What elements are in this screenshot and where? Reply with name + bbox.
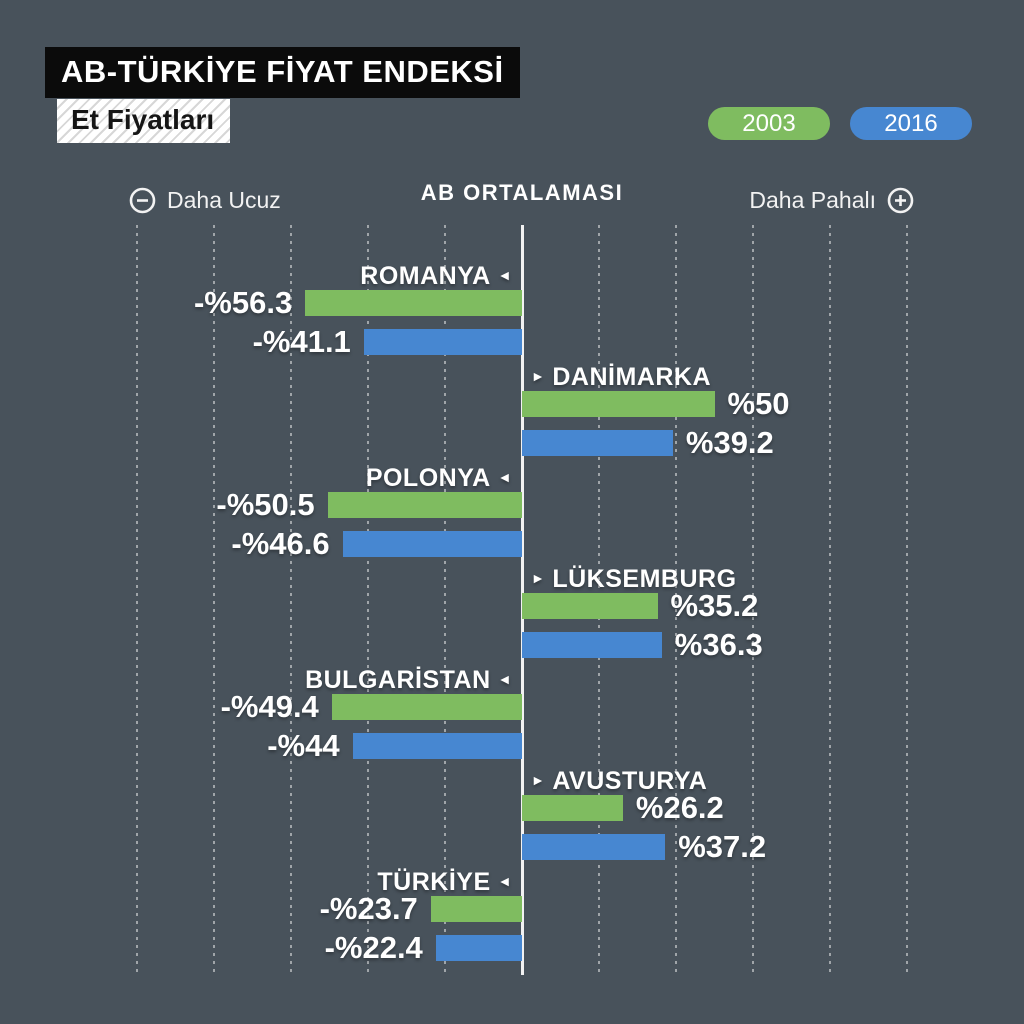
bar-row-2003: %26.2 bbox=[522, 790, 724, 825]
chart-area: ROMANYA ◄ -%56.3 -%41.1 ► DANİMARKA %50 %39.2 PO… bbox=[0, 225, 1024, 975]
value-label-2016: -%44 bbox=[267, 728, 340, 763]
gridline bbox=[290, 225, 292, 975]
value-label-2003: -%56.3 bbox=[193, 285, 293, 320]
value-label-2003: %50 bbox=[727, 386, 790, 421]
bar-2016 bbox=[522, 632, 662, 658]
gridline bbox=[136, 225, 138, 975]
country-label: ROMANYA ◄ bbox=[360, 263, 512, 290]
bar-2003 bbox=[522, 391, 715, 417]
country-name: POLONYA bbox=[365, 464, 491, 492]
gridline bbox=[906, 225, 908, 975]
bar-row-2003: -%49.4 bbox=[220, 689, 522, 724]
country-block-3: POLONYA ◄ -%50.5 -%46.6 bbox=[0, 465, 1024, 560]
country-name: BULGARİSTAN bbox=[305, 666, 491, 694]
country-block-1: ROMANYA ◄ -%56.3 -%41.1 bbox=[0, 263, 1024, 358]
bar-row-2016: -%22.4 bbox=[324, 930, 522, 965]
country-block-5: BULGARİSTAN ◄ -%49.4 -%44 bbox=[0, 667, 1024, 762]
value-label-2016: %39.2 bbox=[685, 425, 774, 460]
pointer-left-icon: ◄ bbox=[497, 469, 512, 485]
bar-row-2016: %37.2 bbox=[522, 829, 767, 864]
bar-2003 bbox=[430, 896, 522, 922]
bar-row-2016: -%41.1 bbox=[252, 324, 522, 359]
pointer-right-icon: ► bbox=[531, 368, 546, 384]
gridline bbox=[675, 225, 677, 975]
pointer-left-icon: ◄ bbox=[497, 671, 512, 687]
country-name: LÜKSEMBURG bbox=[552, 565, 737, 593]
bar-2016 bbox=[435, 935, 522, 961]
country-label: ► LÜKSEMBURG bbox=[531, 566, 737, 593]
page-subtitle: Et Fiyatları bbox=[57, 99, 231, 143]
bar-row-2003: %50 bbox=[522, 386, 790, 421]
gridline bbox=[367, 225, 369, 975]
legend-pill-2003: 2003 bbox=[708, 107, 830, 140]
bar-row-2003: %35.2 bbox=[522, 588, 759, 623]
value-label-2003: %35.2 bbox=[670, 588, 759, 623]
bar-2003 bbox=[305, 290, 522, 316]
gridline bbox=[444, 225, 446, 975]
bar-row-2016: -%44 bbox=[267, 728, 522, 763]
gridline bbox=[829, 225, 831, 975]
axis-label-eu-average: AB ORTALAMASI bbox=[420, 180, 624, 205]
country-name: ROMANYA bbox=[360, 262, 491, 290]
gridline bbox=[213, 225, 215, 975]
country-name: AVUSTURYA bbox=[552, 767, 708, 795]
legend-label-2003: 2003 bbox=[742, 109, 796, 137]
legend-label-2016: 2016 bbox=[884, 109, 938, 137]
gridline bbox=[752, 225, 754, 975]
country-name: TÜRKİYE bbox=[377, 868, 491, 896]
country-name: DANİMARKA bbox=[552, 363, 712, 391]
bar-2016 bbox=[522, 430, 673, 456]
country-label: TÜRKİYE ◄ bbox=[377, 869, 512, 896]
axis-label-more-expensive-text: Daha Pahalı bbox=[749, 187, 876, 213]
country-block-7: TÜRKİYE ◄ -%23.7 -%22.4 bbox=[0, 869, 1024, 964]
bar-row-2016: %36.3 bbox=[522, 627, 763, 662]
bar-row-2016: %39.2 bbox=[522, 425, 774, 460]
bar-row-2003: -%23.7 bbox=[319, 891, 522, 926]
bar-2016 bbox=[522, 834, 666, 860]
bar-2016 bbox=[342, 531, 522, 557]
value-label-2016: -%46.6 bbox=[231, 526, 330, 561]
country-label: ► DANİMARKA bbox=[531, 364, 711, 391]
bar-2003 bbox=[331, 694, 522, 720]
value-label-2003: %26.2 bbox=[635, 790, 724, 825]
value-label-2016: %36.3 bbox=[674, 627, 763, 662]
value-label-2016: -%41.1 bbox=[252, 324, 351, 359]
bar-2003 bbox=[327, 492, 522, 518]
pointer-left-icon: ◄ bbox=[497, 873, 512, 889]
pointer-right-icon: ► bbox=[531, 772, 546, 788]
bar-row-2003: -%56.3 bbox=[193, 285, 522, 320]
bar-row-2003: -%50.5 bbox=[216, 487, 522, 522]
legend-pill-2016: 2016 bbox=[850, 107, 972, 140]
value-label-2016: -%22.4 bbox=[324, 930, 423, 965]
bar-2003 bbox=[522, 593, 658, 619]
value-label-2003: -%50.5 bbox=[216, 487, 315, 522]
country-block-2: ► DANİMARKA %50 %39.2 bbox=[0, 364, 1024, 459]
value-label-2003: -%49.4 bbox=[220, 689, 319, 724]
country-block-6: ► AVUSTURYA %26.2 %37.2 bbox=[0, 768, 1024, 863]
axis-label-cheaper: Daha Ucuz bbox=[129, 187, 281, 214]
bar-2003 bbox=[522, 795, 623, 821]
bar-2016 bbox=[363, 329, 522, 355]
bar-row-2016: -%46.6 bbox=[231, 526, 522, 561]
page-title: AB-TÜRKİYE FİYAT ENDEKSİ bbox=[45, 47, 520, 98]
circle-plus-icon bbox=[887, 187, 914, 214]
country-label: POLONYA ◄ bbox=[366, 465, 512, 492]
value-label-2003: -%23.7 bbox=[319, 891, 418, 926]
country-label: BULGARİSTAN ◄ bbox=[305, 667, 512, 694]
pointer-right-icon: ► bbox=[531, 570, 546, 586]
axis-label-more-expensive: Daha Pahalı bbox=[749, 187, 914, 214]
country-label: ► AVUSTURYA bbox=[531, 768, 707, 795]
country-block-4: ► LÜKSEMBURG %35.2 %36.3 bbox=[0, 566, 1024, 661]
circle-minus-icon bbox=[129, 187, 156, 214]
pointer-left-icon: ◄ bbox=[497, 267, 512, 283]
bar-2016 bbox=[352, 733, 522, 759]
value-label-2016: %37.2 bbox=[678, 829, 767, 864]
axis-label-cheaper-text: Daha Ucuz bbox=[167, 187, 281, 213]
